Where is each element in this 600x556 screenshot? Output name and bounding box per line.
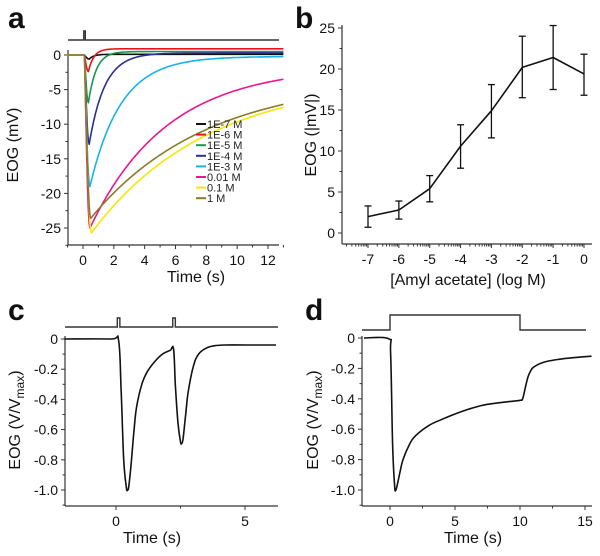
trace-1e-5-m (67, 50, 284, 104)
x-tick-label: 8 (202, 252, 210, 268)
x-tick-label: -3 (485, 251, 498, 267)
panel-a-xlabel: Time (s) (167, 269, 225, 286)
panel-a-ylabel: EOG (mV) (5, 108, 22, 183)
y-tick-label: 0 (53, 47, 61, 63)
panel-a-plot: 0 2 4 6 8 10 12 0 -5 -10 -15 -20 -25 1E-7 M1E-6 M1E-5… (41, 30, 284, 268)
y-tick-label: 25 (319, 20, 335, 36)
panel-label-a: a (8, 2, 25, 35)
y-tick-label: -25 (41, 220, 61, 236)
panel-b-ylabel: EOG (|mV|) (303, 94, 320, 177)
x-tick-label: 0 (79, 252, 87, 268)
y-tick-label: -1.0 (34, 482, 58, 498)
panel-d-xlabel: Time (s) (444, 530, 502, 547)
error-bar (549, 24, 557, 91)
x-tick-label: 4 (141, 252, 149, 268)
y-tick-label: 10 (319, 143, 335, 159)
x-tick-label: -2 (516, 251, 529, 267)
panel-b-xlabel: [Amyl acetate] (log M) (390, 272, 546, 289)
x-tick-label: 12 (260, 252, 276, 268)
panel-c-ylabel: EOG (V/Vmax) (7, 370, 27, 469)
y-tick-label: -0.4 (331, 391, 355, 407)
y-tick-label: -10 (41, 116, 61, 132)
y-tick-label: 15 (319, 102, 335, 118)
error-bar (580, 53, 588, 96)
y-tick-label: -0.6 (34, 422, 58, 438)
y-tick-label: -1.0 (331, 482, 355, 498)
panel-c-plot: 0 5 0 -0.2 -0.4 -0.6 -0.8 -1.0 (34, 317, 278, 529)
y-tick-label: -0.8 (331, 452, 355, 468)
panel-d-plot: 0 5 10 15 0 -0.2 -0.4 -0.6 -0.8 -1.0 (331, 314, 593, 529)
y-tick-label: 20 (319, 61, 335, 77)
error-bar (426, 174, 434, 203)
legend-label: 1E-7 M (207, 119, 242, 131)
y-tick-label: -0.2 (331, 360, 355, 376)
error-bar (457, 124, 465, 169)
legend-label: 1 M (207, 193, 225, 205)
x-tick-label: 10 (512, 513, 528, 529)
y-tick-label: -0.6 (331, 421, 355, 437)
y-tick-label: -0.2 (34, 361, 58, 377)
trace-1-m (67, 54, 284, 220)
x-tick-label: -1 (547, 251, 560, 267)
dose-response-line (367, 56, 585, 218)
legend-label: 0.1 M (207, 183, 235, 195)
error-bar (487, 83, 495, 139)
x-tick-label: 5 (451, 513, 459, 529)
y-tick-label: -5 (49, 82, 62, 98)
x-tick-label: -6 (393, 251, 406, 267)
y-tick-label: 0 (347, 330, 355, 346)
eog-trace (363, 336, 592, 492)
stimulus-trace (65, 317, 278, 328)
eog-trace (64, 335, 276, 492)
x-tick-label: 0 (386, 513, 394, 529)
trace-1e-6-m (67, 48, 284, 73)
y-tick-label: -20 (41, 185, 61, 201)
y-tick-label: -0.4 (34, 391, 58, 407)
y-tick-label: 0 (327, 225, 335, 241)
panel-b-plot: -7 -6 -5 -4 -3 -2 -1 0 0 5 10 15 20 25 (319, 20, 592, 267)
trace-1e-3-m (67, 54, 284, 188)
trace-0-1-m (67, 54, 284, 234)
y-tick-label: 5 (327, 184, 335, 200)
x-tick-label: -7 (362, 251, 375, 267)
panel-d-ylabel: EOG (V/Vmax) (305, 370, 325, 469)
error-bar (518, 35, 526, 99)
x-tick-label: -5 (423, 251, 436, 267)
x-tick-label: 6 (172, 252, 180, 268)
x-tick-label: 15 (577, 513, 593, 529)
trace-1e-4-m (67, 52, 284, 146)
y-tick-label: 0 (50, 331, 58, 347)
x-tick-label: -4 (454, 251, 467, 267)
stimulus-trace (362, 314, 586, 331)
panel-label-c: c (8, 294, 25, 327)
legend-label: 0.01 M (207, 172, 241, 184)
x-tick-label: 10 (229, 252, 245, 268)
x-tick-label: 0 (580, 251, 588, 267)
legend-label: 1E-4 M (207, 151, 242, 163)
legend-label: 1E-6 M (207, 130, 242, 142)
legend-label: 1E-3 M (207, 161, 242, 173)
y-tick-label: -0.8 (34, 452, 58, 468)
x-tick-label: 0 (112, 513, 120, 529)
x-tick-label: 2 (110, 252, 118, 268)
panel-label-b: b (295, 2, 313, 35)
error-bar (395, 200, 403, 220)
stimulus-trace (68, 30, 279, 41)
trace-1e-7-m (67, 53, 284, 60)
error-bar (364, 205, 372, 228)
panel-c-xlabel: Time (s) (123, 530, 181, 547)
trace-0-01-m (67, 54, 284, 229)
x-tick-label: 5 (241, 513, 249, 529)
legend-label: 1E-5 M (207, 140, 242, 152)
y-tick-label: -15 (41, 151, 61, 167)
panel-label-d: d (305, 294, 323, 327)
